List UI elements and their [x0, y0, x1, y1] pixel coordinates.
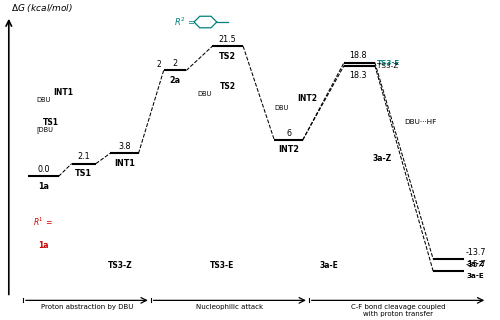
Text: TS1: TS1	[44, 118, 60, 127]
Text: TS3-E: TS3-E	[210, 261, 234, 270]
Text: 21.5: 21.5	[219, 35, 236, 44]
Text: 18.3: 18.3	[348, 71, 366, 80]
Text: TS3-Z: TS3-Z	[377, 63, 398, 68]
Text: 2: 2	[157, 60, 162, 68]
Text: 0.0: 0.0	[37, 165, 50, 174]
Text: $\Delta G$ (kcal/mol): $\Delta G$ (kcal/mol)	[11, 2, 73, 14]
Text: Nucleophilic attack: Nucleophilic attack	[196, 304, 264, 310]
Text: TS3-Z: TS3-Z	[108, 261, 132, 270]
Text: 2.1: 2.1	[78, 152, 90, 161]
Text: 2: 2	[172, 59, 178, 68]
Text: INT2: INT2	[278, 146, 299, 155]
Text: $R^1$ =: $R^1$ =	[34, 215, 53, 228]
Text: DBU: DBU	[274, 105, 288, 111]
Text: 2a: 2a	[170, 76, 180, 84]
Text: 3a-Z: 3a-Z	[372, 154, 392, 163]
Text: TS2: TS2	[219, 52, 236, 61]
Text: $R^2$ =: $R^2$ =	[174, 16, 196, 28]
Text: TS2: TS2	[220, 82, 236, 91]
Text: [DBU: [DBU	[36, 126, 54, 133]
Text: DBU: DBU	[198, 92, 211, 98]
Text: 3a-E: 3a-E	[466, 273, 484, 279]
Text: 1a: 1a	[38, 182, 49, 191]
Text: DBU: DBU	[36, 98, 51, 103]
Text: 1a: 1a	[38, 241, 48, 251]
Text: -13.7: -13.7	[466, 248, 486, 257]
Text: INT1: INT1	[114, 159, 135, 168]
Text: INT2: INT2	[297, 94, 317, 103]
Text: 3a-E: 3a-E	[320, 261, 338, 270]
Text: DBU···HF: DBU···HF	[404, 119, 436, 125]
Text: 18.8: 18.8	[348, 51, 366, 60]
Text: C-F bond cleavage coupled
with proton transfer: C-F bond cleavage coupled with proton tr…	[350, 304, 445, 317]
Text: 3a-Z: 3a-Z	[466, 261, 484, 267]
Text: Proton abstraction by DBU: Proton abstraction by DBU	[40, 304, 133, 310]
Text: 6: 6	[286, 129, 291, 138]
Text: -15.7: -15.7	[466, 260, 486, 269]
Text: TS1: TS1	[76, 169, 92, 178]
Text: INT1: INT1	[54, 88, 74, 97]
Text: TS3-E: TS3-E	[377, 60, 400, 66]
Text: 3.8: 3.8	[118, 142, 130, 151]
